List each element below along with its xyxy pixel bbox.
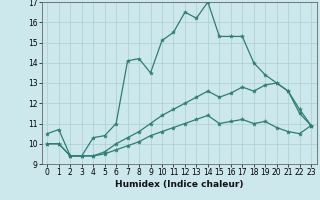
- X-axis label: Humidex (Indice chaleur): Humidex (Indice chaleur): [115, 180, 244, 189]
